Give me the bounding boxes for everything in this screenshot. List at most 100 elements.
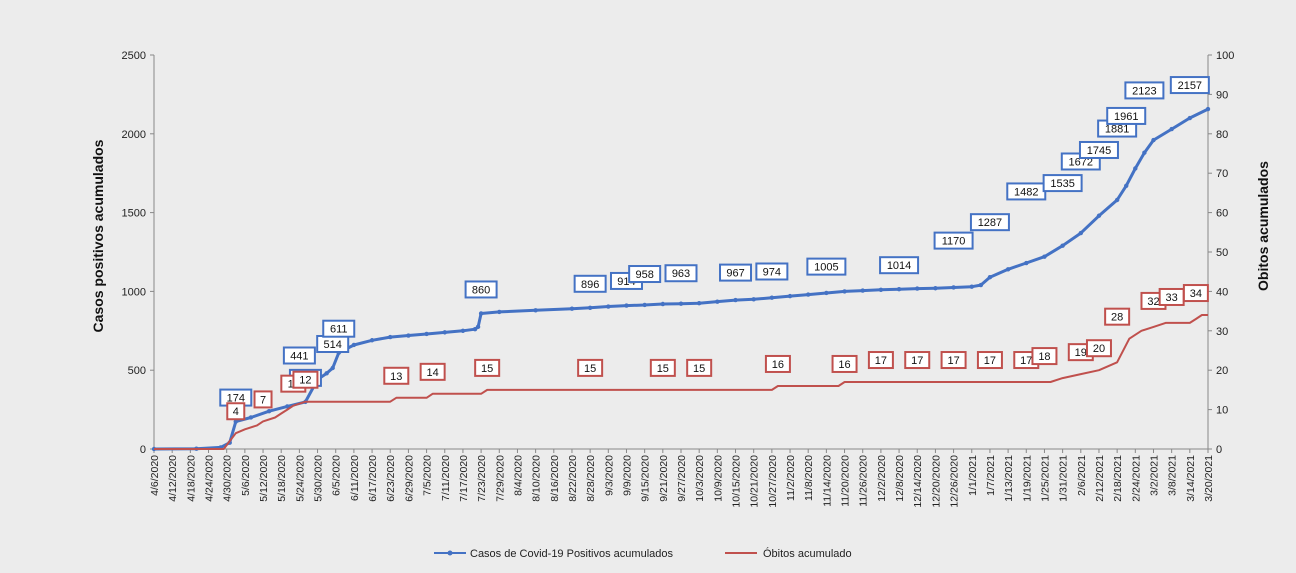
casos-label-box	[464, 280, 498, 299]
series-line-casos	[153, 107, 1209, 451]
casos-point	[806, 292, 811, 297]
y-left-tick-label: 1000	[122, 286, 146, 298]
x-tick-label: 7/5/2020	[422, 455, 434, 496]
obitos-label-box	[649, 358, 676, 377]
x-tick-label: 9/21/2020	[658, 455, 670, 502]
y-right-tick-label: 50	[1216, 247, 1228, 259]
obitos-label-box	[1182, 284, 1209, 303]
y-left-tick-label: 500	[128, 365, 146, 377]
obitos-label-text: 14	[427, 367, 439, 379]
casos-point	[978, 282, 984, 288]
casos-point	[933, 286, 938, 291]
x-tick-label: 10/9/2020	[712, 455, 724, 502]
obitos-label-box	[1104, 307, 1131, 326]
x-tick-label: 8/4/2020	[512, 455, 524, 496]
casos-label-text: 1881	[1105, 124, 1129, 136]
casos-label-text: 1745	[1087, 145, 1111, 157]
series-line-obitos	[154, 314, 1208, 450]
legend: Casos de Covid-19 Positivos acumulados Ó…	[434, 547, 852, 560]
casos-point	[642, 302, 647, 308]
x-tick-label: 3/2/2021	[1148, 455, 1160, 496]
casos-label-text: 963	[672, 268, 690, 280]
obitos-label-box	[253, 390, 273, 409]
axes-group: 0 500 1000 1500 2000 2500 0 10 20 30 40 50 60 70 80 90 1…	[122, 50, 1235, 508]
casos-point	[460, 328, 466, 333]
casos-label-text: 1672	[1069, 156, 1093, 168]
x-tick-label: 5/18/2020	[276, 455, 288, 502]
x-tick-label: 12/2/2020	[876, 455, 888, 502]
obitos-label-text: 19	[1075, 347, 1087, 359]
casos-point	[606, 304, 611, 309]
casos-point	[1096, 213, 1102, 218]
casos-point	[475, 324, 481, 330]
x-tick-label: 12/26/2020	[949, 455, 961, 508]
x-tick-label: 8/16/2020	[549, 455, 561, 502]
x-tick-label: 9/9/2020	[621, 455, 633, 496]
casos-point	[915, 286, 920, 291]
casos-label-box	[719, 263, 753, 282]
casos-point	[406, 333, 411, 338]
x-tick-label: 1/31/2021	[1058, 455, 1070, 502]
casos-point	[969, 284, 974, 289]
casos-point	[248, 415, 254, 420]
x-tick-label: 10/15/2020	[731, 455, 743, 508]
casos-label-box	[1169, 76, 1210, 95]
casos-label-text: 611	[330, 324, 348, 336]
casos-point	[751, 297, 756, 302]
casos-point	[1169, 126, 1174, 132]
x-tick-label: 4/30/2020	[222, 455, 234, 502]
obitos-label-text: 4	[233, 406, 239, 418]
y-right-tick-label: 100	[1216, 50, 1234, 62]
x-tick-label: 2/18/2021	[1112, 455, 1124, 502]
obitos-label-text: 20	[1093, 343, 1105, 355]
obitos-label-text: 15	[584, 363, 596, 375]
x-tick-label: 7/29/2020	[494, 455, 506, 502]
x-tick-label: 9/27/2020	[676, 455, 688, 502]
legend-marker-casos	[447, 550, 453, 556]
y-right-tick-label: 10	[1216, 405, 1228, 417]
x-tick-label: 10/21/2020	[749, 455, 761, 508]
obitos-label-text: 16	[772, 359, 784, 371]
casos-label-box	[1078, 140, 1119, 159]
casos-point	[1124, 183, 1129, 189]
casos-point	[1151, 137, 1156, 143]
x-tick-label: 3/8/2021	[1167, 455, 1179, 496]
casos-label-box	[282, 346, 316, 365]
obitos-label-text: 32	[1147, 296, 1159, 308]
x-tick-label: 6/23/2020	[385, 455, 397, 502]
casos-label-box	[1042, 174, 1083, 193]
casos-point	[266, 408, 272, 414]
obitos-label-box	[976, 351, 1003, 370]
x-tick-label: 3/20/2021	[1203, 455, 1215, 502]
obitos-label-box	[831, 354, 858, 373]
legend-label-obitos: Óbitos acumulado	[763, 547, 852, 560]
y-right-tick-label: 40	[1216, 286, 1228, 298]
casos-point	[569, 306, 575, 311]
legend-label-casos: Casos de Covid-19 Positivos acumulados	[470, 548, 673, 560]
obitos-label-box	[764, 354, 791, 373]
x-tick-label: 1/13/2021	[1003, 455, 1015, 502]
y-right-tick-label: 80	[1216, 129, 1228, 141]
x-tick-label: 9/3/2020	[603, 455, 615, 496]
obitos-label-box	[226, 402, 246, 421]
casos-point	[533, 308, 538, 313]
casos-point	[678, 301, 684, 306]
casos-label-text: 860	[472, 284, 490, 296]
x-tick-label: 6/5/2020	[331, 455, 343, 496]
obitos-label-text: 17	[911, 355, 923, 367]
casos-point	[842, 289, 847, 294]
obitos-label-text: 15	[657, 363, 669, 375]
x-tick-label: 3/14/2021	[1185, 455, 1197, 502]
x-tick-label: 4/6/2020	[149, 455, 161, 496]
x-tick-label: 12/20/2020	[930, 455, 942, 508]
casos-point	[733, 297, 738, 303]
casos-label-text: 1535	[1050, 178, 1074, 190]
y-left-tick-label: 1500	[122, 208, 146, 220]
casos-label-text: 1482	[1014, 186, 1038, 198]
x-tick-label: 12/14/2020	[912, 455, 924, 508]
casos-point	[1187, 115, 1193, 121]
casos-label-box	[322, 319, 356, 338]
obitos-label-box	[904, 351, 931, 370]
